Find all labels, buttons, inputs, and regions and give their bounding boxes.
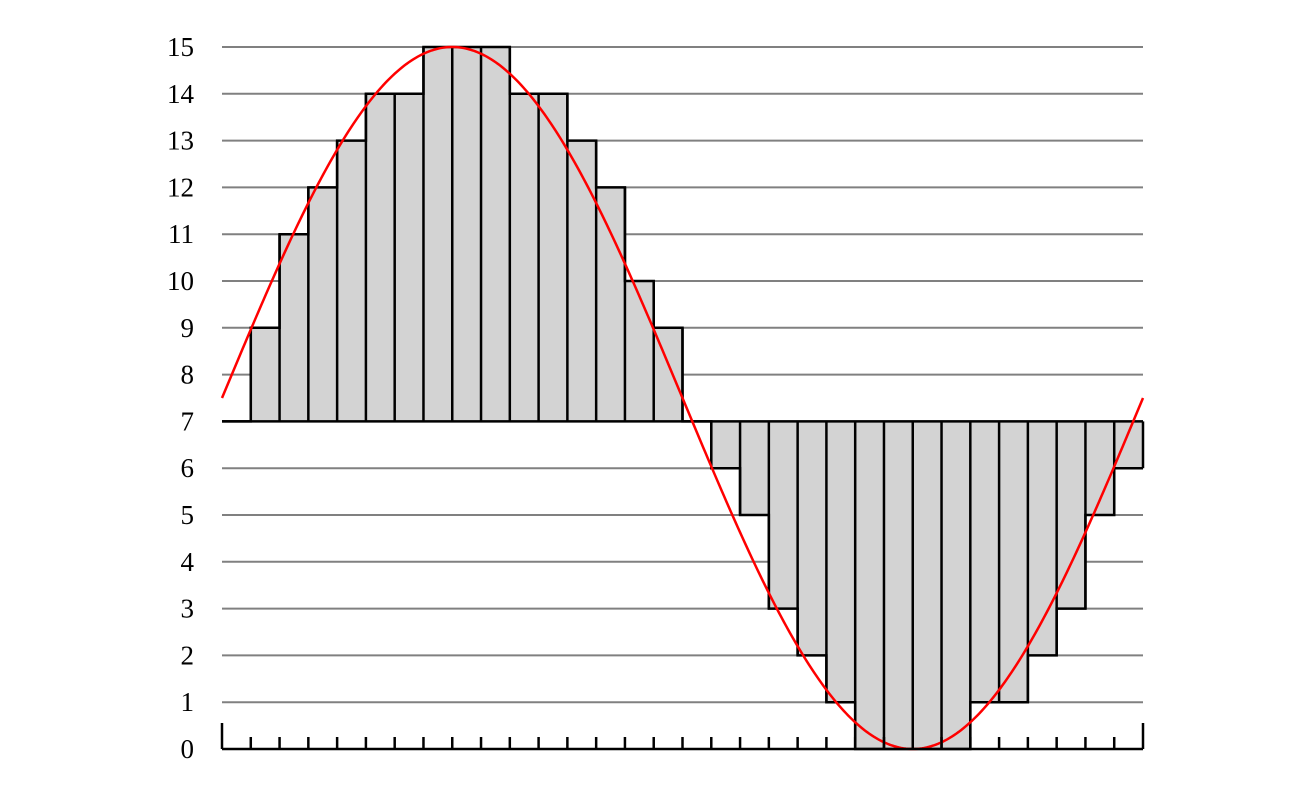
- y-tick-label-9: 9: [181, 313, 195, 343]
- y-tick-label-14: 14: [167, 79, 195, 109]
- y-tick-label-6: 6: [181, 453, 195, 483]
- y-tick-label-13: 13: [167, 126, 194, 156]
- y-tick-label-5: 5: [181, 500, 195, 530]
- y-tick-label-15: 15: [167, 32, 194, 62]
- y-tick-label-11: 11: [168, 219, 194, 249]
- sine-series: [220, 45, 1145, 751]
- sine-line: [220, 45, 1145, 751]
- y-tick-label-10: 10: [167, 266, 194, 296]
- y-tick-label-12: 12: [167, 172, 194, 202]
- y-tick-label-1: 1: [181, 687, 195, 717]
- y-tick-label-4: 4: [181, 547, 195, 577]
- y-tick-label-3: 3: [181, 594, 195, 624]
- y-tick-label-7: 7: [181, 406, 195, 436]
- x-axis: [220, 723, 1145, 751]
- step-line: [222, 45, 1143, 751]
- y-tick-label-8: 8: [181, 360, 195, 390]
- y-tick-label-2: 2: [181, 640, 195, 670]
- y-tick-label-0: 0: [181, 734, 195, 764]
